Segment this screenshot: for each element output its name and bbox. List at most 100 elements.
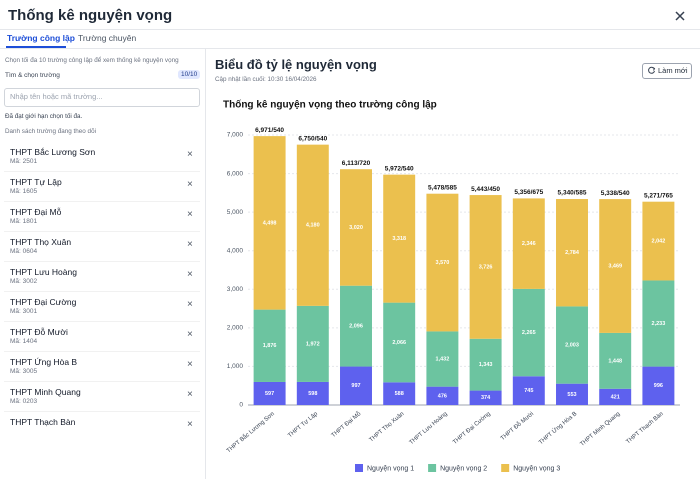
refresh-label: Làm mới (658, 66, 688, 75)
bar-segment (512, 288, 545, 377)
segment-label: 374 (481, 395, 491, 401)
segment-label: 996 (654, 383, 663, 389)
legend-swatch (501, 464, 510, 472)
bar-segment (426, 331, 459, 387)
separator (4, 321, 200, 322)
bar-total-label: 5,338/540 (601, 190, 630, 197)
segment-label: 3,318 (392, 236, 406, 242)
y-tick-label: 0 (239, 402, 243, 409)
close-button[interactable] (674, 10, 686, 22)
remove-button[interactable]: × (187, 419, 193, 430)
x-tick-label: THPT Lưu Hoàng (409, 411, 449, 446)
school-code: Mã: 1801 (10, 218, 38, 225)
segment-label: 3,469 (608, 263, 622, 269)
bar-segment (383, 174, 416, 303)
modal-title: Thống kê nguyện vọng (8, 7, 173, 24)
bar-segment (296, 305, 329, 382)
bar-segment (383, 302, 416, 383)
divider (0, 48, 700, 49)
school-name: THPT Ứng Hòa B (10, 357, 78, 367)
segment-label: 2,265 (522, 330, 536, 336)
chart: Thống kê nguyện vọng theo trường công lậ… (223, 99, 680, 472)
segment-label: 2,042 (652, 239, 666, 245)
remove-button[interactable]: × (187, 239, 193, 250)
remove-button[interactable]: × (187, 269, 193, 280)
bar-segment (642, 366, 675, 405)
school-code: Mã: 0604 (10, 248, 38, 255)
bar-segment (599, 332, 632, 389)
bar-total-label: 6,113/720 (342, 160, 371, 167)
segment-label: 1,448 (608, 358, 622, 364)
bar-segment (253, 136, 286, 310)
separator (4, 201, 200, 202)
tab-indicator (6, 46, 66, 48)
y-tick-label: 1,000 (227, 363, 244, 370)
segment-label: 1,972 (306, 341, 320, 347)
x-tick-label: THPT Thọ Xuân (369, 411, 406, 443)
refresh-button[interactable] (642, 63, 692, 79)
bar-segment (253, 309, 286, 382)
remove-button[interactable]: × (187, 329, 193, 340)
separator (4, 411, 200, 412)
segment-label: 2,346 (522, 241, 536, 247)
remove-button[interactable]: × (187, 149, 193, 160)
tab-active[interactable]: Trường công lập (7, 33, 75, 43)
segment-label: 1,343 (479, 362, 493, 368)
school-code: Mã: 3005 (10, 368, 38, 375)
remove-button[interactable]: × (187, 179, 193, 190)
bar-total-label: 6,750/540 (298, 135, 327, 142)
school-name: THPT Đỗ Mười (10, 327, 68, 337)
bar-segment (426, 386, 459, 405)
y-tick-label: 5,000 (227, 209, 244, 216)
bar-segment (556, 306, 588, 384)
search-label: Tìm & chọn trường (5, 72, 60, 79)
limit-note: Đã đạt giới hạn chọn tối đa. (5, 113, 83, 120)
segment-label: 421 (611, 394, 620, 400)
remove-button[interactable]: × (187, 389, 193, 400)
segment-label: 2,233 (652, 321, 666, 327)
count-badge: 10/10 (178, 70, 201, 79)
separator (4, 291, 200, 292)
bar-segment (556, 383, 588, 405)
legend-label: Nguyện vọng 2 (440, 465, 487, 472)
bar-segment (426, 193, 459, 332)
tab[interactable]: Trường chuyên (78, 33, 137, 43)
bar-segment (556, 199, 588, 307)
remove-button[interactable]: × (187, 359, 193, 370)
segment-label: 997 (351, 383, 360, 389)
segment-label: 588 (395, 391, 404, 397)
search-input[interactable] (4, 88, 200, 107)
x-tick-label: THPT Bắc Lương Sơn (225, 410, 276, 454)
chart-title: Thống kê nguyện vọng theo trường công lậ… (223, 99, 437, 111)
segment-label: 553 (567, 392, 576, 398)
x-tick-label: THPT Thạch Bàn (625, 411, 664, 445)
segment-label: 2,096 (349, 324, 363, 330)
segment-label: 1,876 (263, 343, 277, 349)
school-name: THPT Đại Mỗ (10, 207, 62, 217)
school-name: THPT Minh Quang (10, 387, 81, 397)
segment-label: 3,570 (436, 260, 450, 266)
school-code: Mã: 1404 (10, 338, 38, 345)
school-name: THPT Thọ Xuân (10, 237, 72, 247)
segment-label: 1,432 (436, 356, 450, 362)
school-name: THPT Thạch Bàn (10, 417, 76, 427)
remove-button[interactable]: × (187, 299, 193, 310)
school-code: Mã: 3002 (10, 278, 38, 285)
segment-label: 597 (265, 391, 274, 397)
remove-button[interactable]: × (187, 209, 193, 220)
bar-total-label: 6,971/540 (255, 127, 284, 134)
x-tick-label: THPT Đại Mỗ (330, 410, 363, 439)
separator (4, 351, 200, 352)
legend-swatch (355, 464, 363, 472)
segment-label: 4,498 (263, 220, 277, 226)
segment-label: 745 (524, 388, 533, 394)
bar-total-label: 5,972/540 (385, 165, 414, 172)
separator (4, 261, 200, 262)
school-name: THPT Lưu Hoàng (10, 267, 77, 277)
divider (205, 48, 206, 479)
placeholder: Nhập tên hoặc mã trường... (10, 92, 103, 101)
x-tick-label: THPT Minh Quang (579, 411, 621, 448)
bar-segment (383, 382, 416, 405)
legend-swatch (428, 464, 437, 472)
